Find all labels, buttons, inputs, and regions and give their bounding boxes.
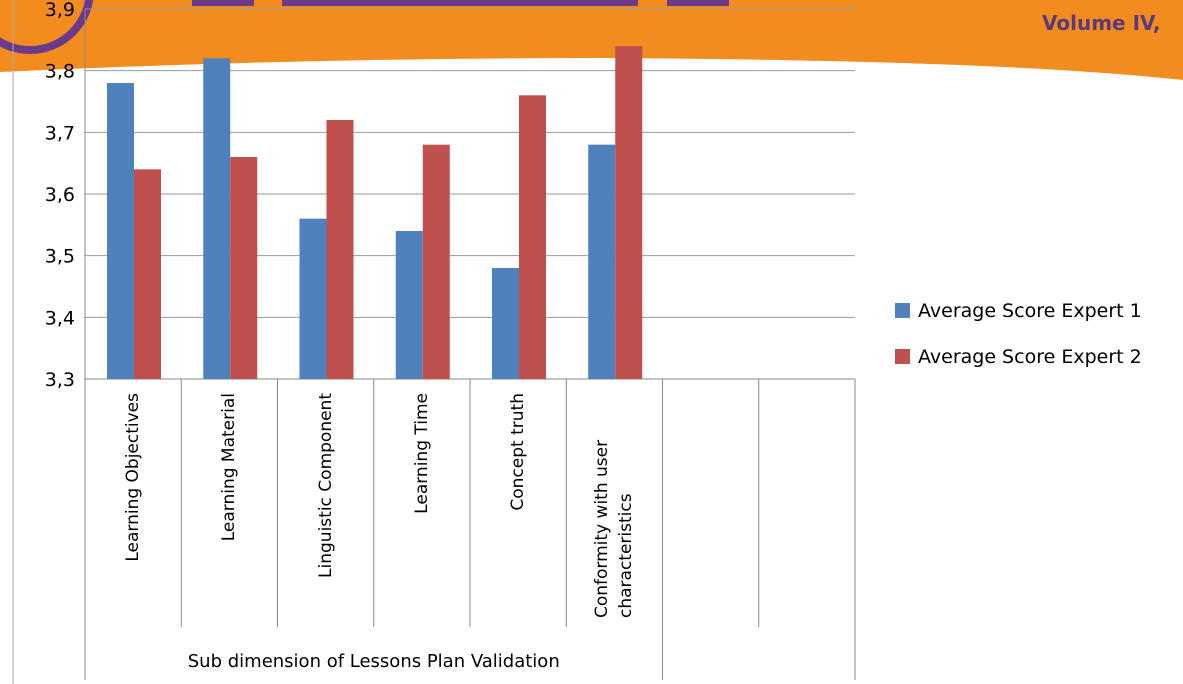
y-tick-label: 3,6 <box>45 184 75 206</box>
legend-label: Average Score Expert 2 <box>918 346 1142 368</box>
legend-swatch <box>895 303 910 318</box>
banner-block <box>192 0 254 6</box>
banner-text: Volume IV, <box>1042 11 1161 35</box>
bar <box>615 46 643 379</box>
bar <box>395 231 423 379</box>
x-tick-label: Learning Material <box>219 393 240 542</box>
legend-swatch <box>895 349 910 364</box>
y-tick-label: 3,9 <box>45 0 75 21</box>
y-tick-label: 3,7 <box>45 122 75 144</box>
y-tick-label: 3,8 <box>45 61 75 83</box>
y-tick-label: 3,4 <box>45 307 75 329</box>
bar <box>299 218 327 379</box>
bar <box>134 169 161 379</box>
group-label: Sub dimension of Lessons Plan Validation <box>188 651 560 672</box>
x-tick-label: Concept truth <box>508 393 529 511</box>
bar <box>203 58 231 379</box>
y-tick-label: 3,5 <box>45 246 75 268</box>
x-tick-label: Conformity with user characteristics <box>592 439 637 618</box>
bar <box>519 95 546 379</box>
x-tick-label: Learning Objectives <box>123 393 144 562</box>
banner <box>0 0 1183 80</box>
bar <box>588 144 616 379</box>
x-tick-label: Linguistic Component <box>315 393 336 578</box>
logo-ring <box>0 0 94 54</box>
bar <box>422 144 450 379</box>
bar <box>107 83 134 379</box>
banner-block <box>667 0 729 6</box>
banner-block <box>282 0 638 6</box>
bar <box>492 268 519 379</box>
legend-label: Average Score Expert 1 <box>918 300 1142 322</box>
bar <box>326 120 354 379</box>
bar <box>230 157 258 379</box>
x-tick-label: Learning Time <box>411 393 432 514</box>
y-tick-label: 3,3 <box>45 369 75 391</box>
